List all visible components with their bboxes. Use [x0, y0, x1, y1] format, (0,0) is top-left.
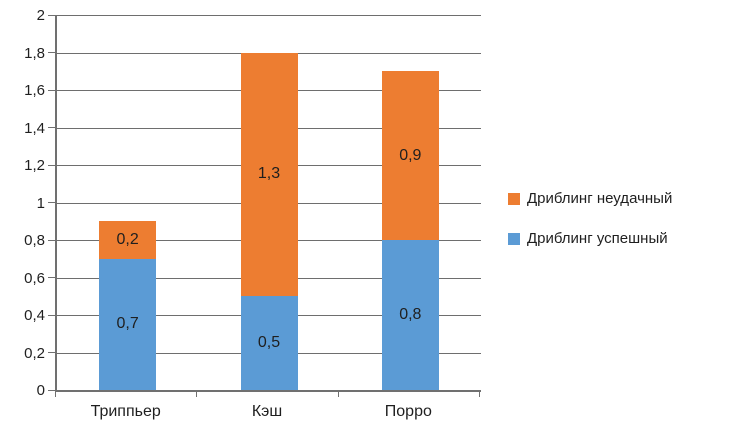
bar-segment-unsuccessful: 0,2	[99, 221, 157, 259]
bar-segment-successful: 0,7	[99, 258, 157, 390]
y-axis-label: 1,8	[24, 44, 45, 62]
y-axis-tick	[48, 89, 56, 91]
y-axis-label: 1	[36, 194, 45, 212]
bar-segment-successful: 0,8	[381, 240, 439, 390]
y-axis-tick	[48, 314, 56, 316]
legend-swatch	[508, 232, 520, 245]
y-axis-label: 1,6	[24, 82, 45, 99]
legend-label: Дриблинг успешный	[527, 230, 668, 247]
y-axis-tick	[48, 202, 56, 203]
bar-value-label: 0,8	[399, 306, 422, 323]
x-axis-label: Порро	[384, 403, 432, 420]
bar-segment-unsuccessful: 1,3	[240, 52, 298, 297]
x-axis-label: Триппьер	[90, 403, 161, 420]
y-axis-label: 2	[36, 7, 45, 24]
y-axis-tick	[48, 389, 56, 391]
x-axis-label: Кэш	[251, 403, 283, 420]
bar-value-label: 0,5	[257, 334, 281, 352]
y-axis-tick	[48, 127, 56, 128]
y-axis-tick	[48, 52, 56, 53]
bar-value-label: 0,2	[116, 231, 139, 248]
y-axis-label: 0,4	[24, 307, 45, 324]
y-axis-label: 0,8	[24, 232, 45, 249]
bar-segment-successful: 0,5	[240, 296, 298, 390]
y-axis-label: 1,4	[24, 119, 45, 137]
y-axis-label: 0,6	[24, 269, 45, 287]
legend-item: Дриблинг успешный	[508, 230, 672, 247]
y-axis-label: 0,2	[24, 344, 45, 362]
y-axis-tick	[48, 164, 56, 166]
x-axis-tick	[196, 391, 198, 397]
x-axis-tick	[479, 391, 480, 397]
bar-value-label: 0,7	[116, 315, 139, 333]
legend-swatch	[508, 192, 520, 205]
y-axis-label: 1,2	[24, 157, 45, 174]
gridline	[57, 15, 481, 16]
y-axis-label: 0	[36, 382, 45, 399]
bar-value-label: 0,9	[399, 146, 422, 164]
x-axis-tick	[55, 391, 56, 397]
y-axis-tick	[48, 352, 56, 353]
bar-value-label: 1,3	[257, 165, 281, 183]
legend-label: Дриблинг неудачный	[527, 190, 673, 207]
y-axis-tick	[48, 239, 56, 241]
y-axis-tick	[48, 14, 56, 16]
y-axis-tick	[48, 277, 56, 278]
plot-area: 0,7 0,2 0,5 1,3 0,8 0,9	[55, 15, 481, 392]
legend-item: Дриблинг неудачный	[508, 190, 672, 207]
bar-segment-unsuccessful: 0,9	[381, 71, 439, 240]
x-axis-tick	[337, 391, 339, 397]
legend: Дриблинг неудачный Дриблинг успешный	[508, 190, 672, 247]
